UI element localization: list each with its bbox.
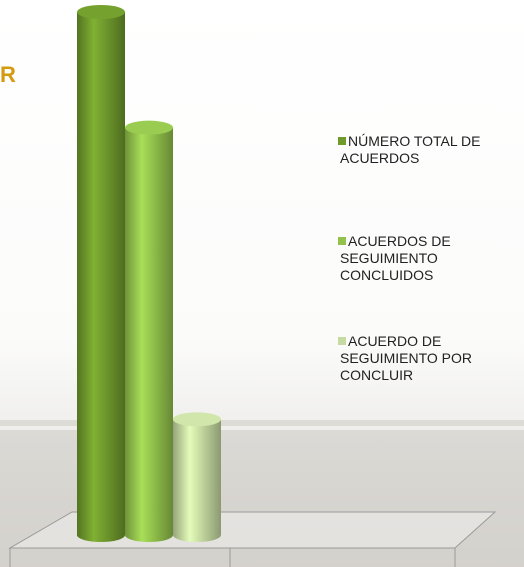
legend-entry: NÚMERO TOTAL DE ACUERDOS	[340, 133, 524, 167]
chart-title: R	[0, 62, 16, 88]
bar-top	[77, 5, 125, 19]
bar-top	[125, 121, 173, 135]
bar-top	[173, 412, 221, 426]
legend-entry: ACUERDO DE SEGUIMIENTO POR CONCLUIR	[340, 333, 524, 384]
legend-swatch	[338, 337, 346, 345]
bar	[77, 12, 125, 542]
page: R NÚMERO TOTAL DE ACUERDOS ACUERDOS DE SE…	[0, 0, 524, 567]
legend-label: ACUERDO DE SEGUIMIENTO POR CONCLUIR	[340, 333, 472, 383]
legend-swatch	[338, 137, 346, 145]
legend-swatch	[338, 237, 346, 245]
legend-label: ACUERDOS DE SEGUIMIENTO CONCLUIDOS	[340, 233, 451, 283]
legend-entry: ACUERDOS DE SEGUIMIENTO CONCLUIDOS	[340, 233, 524, 284]
legend-label: NÚMERO TOTAL DE ACUERDOS	[340, 133, 481, 166]
bar	[125, 128, 173, 542]
bar	[173, 419, 221, 542]
